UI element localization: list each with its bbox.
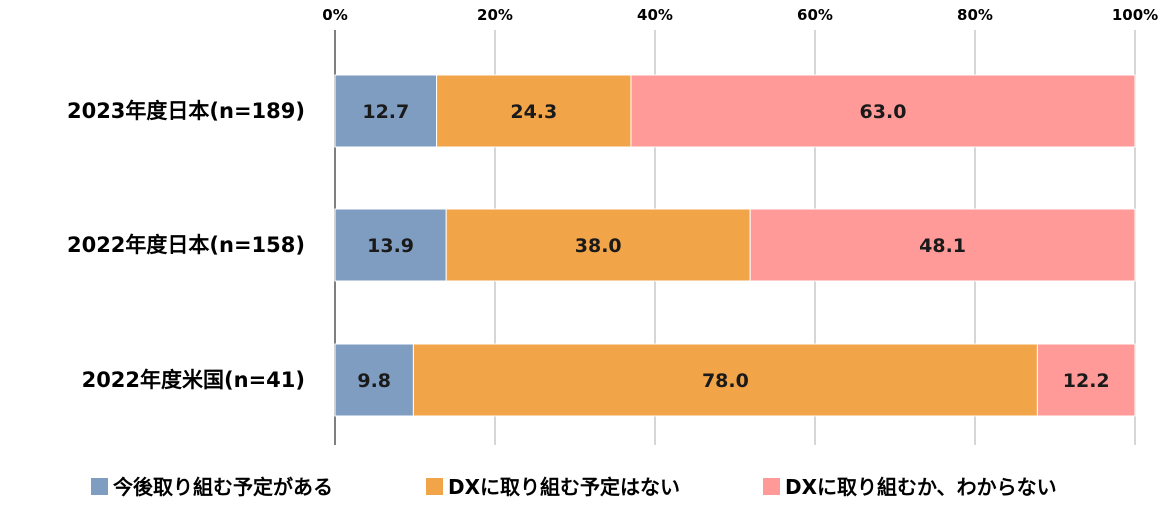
- legend-label: DXに取り組むか、わからない: [785, 475, 1057, 499]
- x-tick-label: 40%: [637, 6, 673, 24]
- category-label: 2022年度日本(n=158): [67, 233, 305, 257]
- x-tick-label: 60%: [797, 6, 833, 24]
- legend-swatch: [763, 478, 780, 495]
- data-label: 38.0: [575, 235, 622, 257]
- x-tick-label: 20%: [477, 6, 513, 24]
- category-label: 2023年度日本(n=189): [67, 99, 305, 123]
- bar-segment: [630, 74, 1136, 148]
- legend-swatch: [91, 478, 108, 495]
- x-tick-label: 100%: [1112, 6, 1158, 24]
- x-tick-label: 0%: [322, 6, 347, 24]
- bar-segment: [445, 208, 751, 282]
- legend: 今後取り組む予定がある DXに取り組む予定はない DXに取り組むか、わからない: [91, 475, 1057, 499]
- legend-label: DXに取り組む予定はない: [448, 475, 680, 499]
- legend-label: 今後取り組む予定がある: [113, 475, 333, 499]
- data-label: 12.2: [1063, 370, 1110, 392]
- bar-segment: [334, 74, 438, 148]
- category-labels: 2023年度日本(n=189) 2022年度日本(n=158) 2022年度米国(n…: [67, 99, 305, 392]
- x-tick-label: 80%: [957, 6, 993, 24]
- bars: 12.7 24.3 63.0 13.9 38.0 48.1 9.8 78.0 12.2: [334, 74, 1136, 417]
- category-label: 2022年度米国(n=41): [82, 368, 305, 392]
- x-axis-tick-labels: 0% 20% 40% 60% 80% 100%: [322, 6, 1158, 24]
- data-label: 13.9: [367, 235, 414, 257]
- bar-segment: [1036, 343, 1136, 417]
- bar-segment: [749, 208, 1136, 282]
- bar-segment: [334, 208, 447, 282]
- legend-swatch: [426, 478, 443, 495]
- data-label: 48.1: [919, 235, 966, 257]
- data-label: 24.3: [510, 101, 557, 123]
- data-label: 78.0: [702, 370, 749, 392]
- bar-segment: [334, 343, 414, 417]
- bar-segment: [412, 343, 1038, 417]
- data-label: 9.8: [357, 370, 391, 392]
- data-label: 63.0: [860, 101, 907, 123]
- data-label: 12.7: [362, 101, 409, 123]
